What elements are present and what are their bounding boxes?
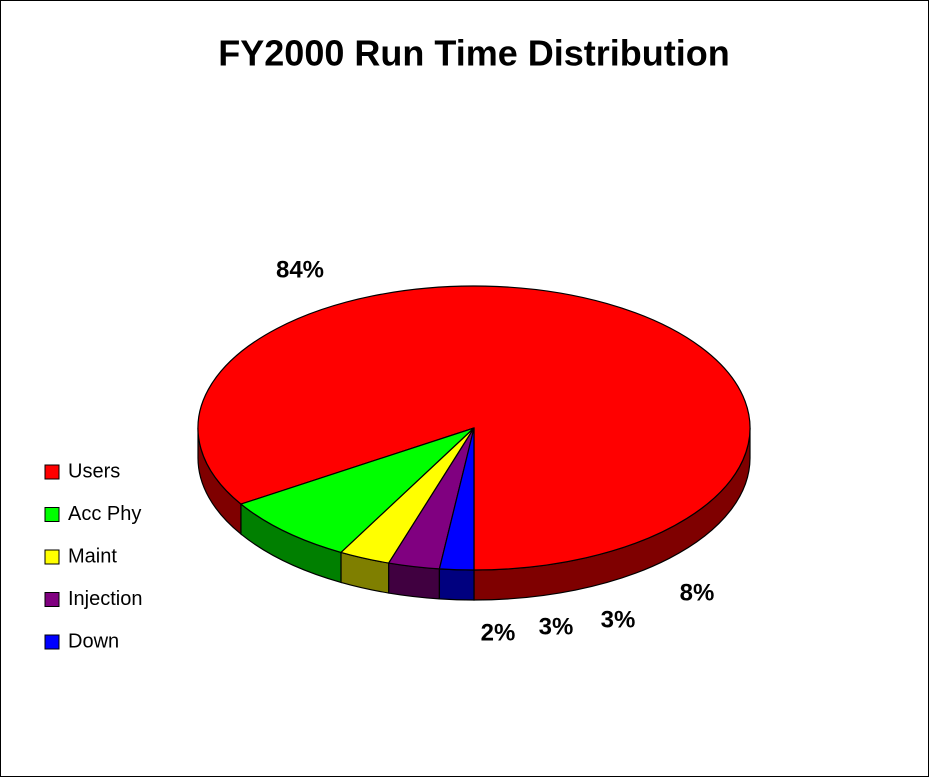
legend-swatch: [44, 634, 60, 650]
pie-slice-side: [438, 568, 475, 601]
legend-swatch: [44, 549, 60, 565]
legend-swatch: [44, 592, 60, 607]
data-label: 2%: [481, 619, 516, 646]
pie-slice: [239, 427, 475, 554]
data-label: 8%: [680, 579, 715, 606]
data-label: 3%: [601, 606, 636, 633]
legend-label: Users: [68, 460, 120, 482]
pie-slice: [438, 427, 475, 571]
legend-swatch: [44, 507, 60, 522]
chart-title: FY2000 Run Time Distribution: [218, 33, 729, 74]
data-label: 84%: [276, 256, 324, 283]
legend-label: Injection: [68, 588, 143, 610]
legend-swatch: [44, 464, 60, 480]
legend-label: Down: [68, 630, 119, 652]
legend-label: Maint: [68, 545, 117, 567]
data-label: 3%: [539, 613, 574, 640]
legend-label: Acc Phy: [68, 503, 141, 525]
